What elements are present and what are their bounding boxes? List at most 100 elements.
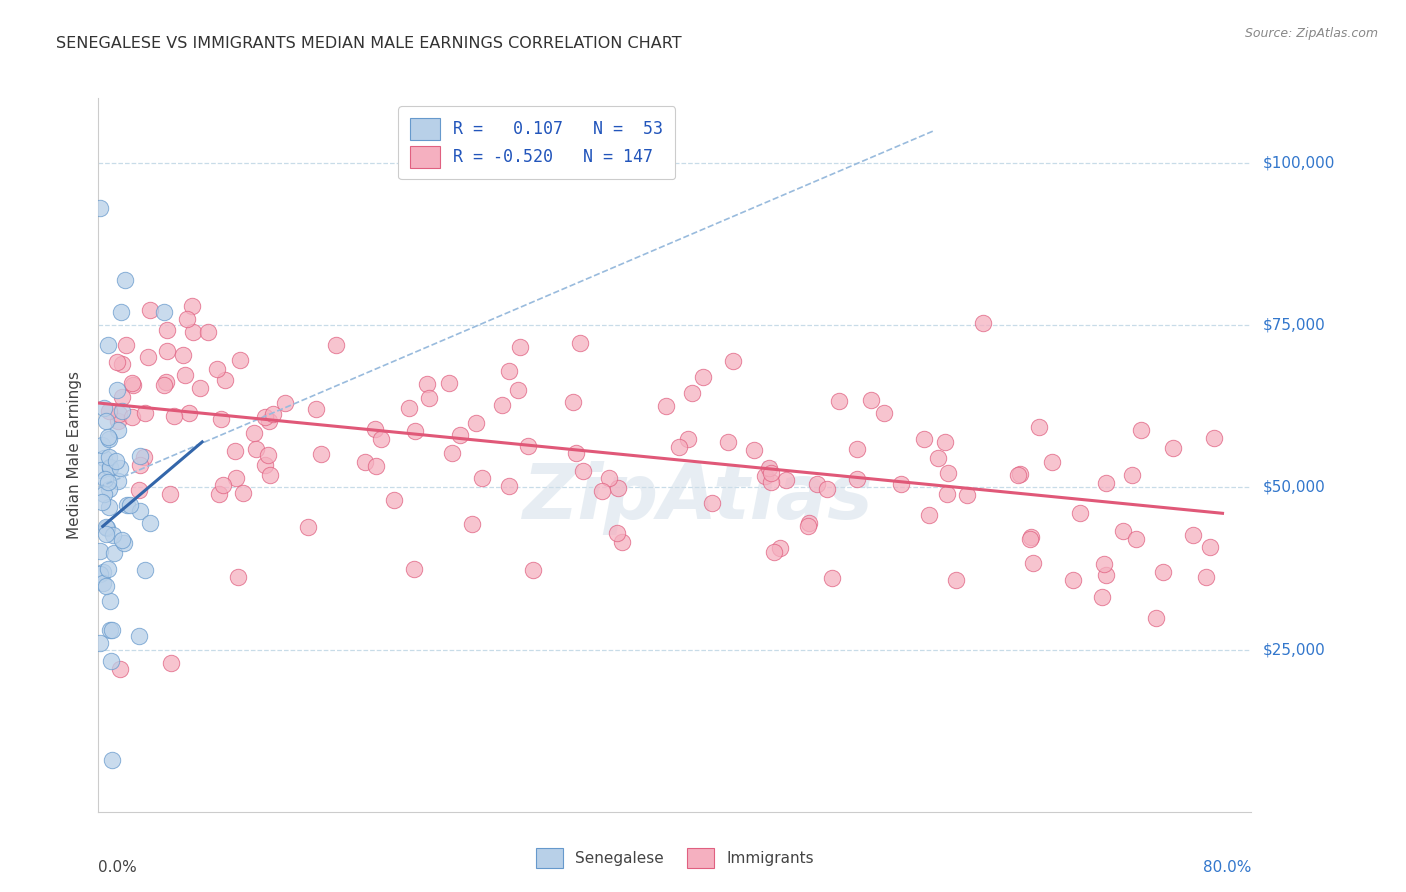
Point bbox=[179, 406, 201, 420]
Point bbox=[97, 500, 120, 514]
Point bbox=[1195, 570, 1218, 584]
Point bbox=[439, 376, 461, 390]
Point bbox=[110, 461, 132, 475]
Point bbox=[98, 461, 121, 475]
Point bbox=[97, 432, 120, 446]
Point bbox=[96, 579, 118, 593]
Point bbox=[797, 518, 820, 533]
Point bbox=[1018, 532, 1040, 546]
Point bbox=[370, 433, 392, 447]
Point bbox=[797, 516, 820, 531]
Point bbox=[761, 466, 783, 480]
Point bbox=[498, 363, 520, 377]
Point bbox=[821, 571, 844, 585]
Point bbox=[224, 443, 246, 458]
Point bbox=[97, 337, 120, 351]
Point bbox=[598, 471, 620, 485]
Point bbox=[100, 623, 122, 637]
Point bbox=[245, 442, 267, 457]
Point bbox=[416, 376, 439, 391]
Point bbox=[309, 447, 332, 461]
Point bbox=[1121, 468, 1143, 483]
Point bbox=[153, 378, 176, 392]
Point bbox=[174, 368, 197, 382]
Point bbox=[96, 521, 118, 535]
Point bbox=[972, 316, 994, 330]
Point bbox=[121, 376, 143, 391]
Point bbox=[257, 448, 280, 462]
Point bbox=[304, 402, 326, 417]
Point bbox=[655, 399, 678, 413]
Point bbox=[128, 628, 150, 642]
Point bbox=[912, 432, 935, 446]
Point bbox=[107, 474, 129, 488]
Point bbox=[1069, 506, 1091, 520]
Point bbox=[110, 305, 132, 319]
Point bbox=[568, 335, 591, 350]
Point bbox=[100, 594, 122, 608]
Point bbox=[676, 432, 699, 446]
Point bbox=[253, 458, 276, 473]
Point bbox=[404, 424, 426, 438]
Point bbox=[129, 503, 152, 517]
Point bbox=[97, 430, 120, 444]
Point bbox=[461, 516, 484, 531]
Point bbox=[509, 341, 531, 355]
Point bbox=[1152, 565, 1174, 579]
Point bbox=[364, 422, 387, 436]
Point bbox=[681, 385, 703, 400]
Legend: Senegalese, Immigrants: Senegalese, Immigrants bbox=[527, 840, 823, 875]
Point bbox=[100, 654, 122, 668]
Point bbox=[1091, 591, 1114, 605]
Y-axis label: Median Male Earnings: Median Male Earnings bbox=[67, 371, 83, 539]
Point bbox=[561, 395, 583, 409]
Point bbox=[96, 519, 118, 533]
Point bbox=[107, 414, 129, 428]
Text: $100,000: $100,000 bbox=[1263, 155, 1336, 170]
Point bbox=[209, 411, 232, 425]
Point bbox=[98, 460, 121, 475]
Point bbox=[845, 442, 868, 456]
Point bbox=[232, 486, 254, 500]
Point bbox=[163, 409, 186, 423]
Point bbox=[522, 563, 544, 577]
Point bbox=[101, 753, 124, 767]
Point bbox=[565, 446, 588, 460]
Point bbox=[464, 417, 486, 431]
Point bbox=[1095, 567, 1118, 582]
Point bbox=[253, 410, 276, 425]
Point bbox=[498, 479, 520, 493]
Point bbox=[859, 393, 882, 408]
Point bbox=[176, 312, 198, 326]
Point bbox=[101, 623, 124, 637]
Point bbox=[759, 475, 782, 489]
Text: Source: ZipAtlas.com: Source: ZipAtlas.com bbox=[1244, 27, 1378, 40]
Point bbox=[156, 323, 179, 337]
Point bbox=[1010, 467, 1032, 482]
Point bbox=[105, 383, 128, 397]
Point bbox=[226, 570, 249, 584]
Point bbox=[90, 495, 112, 509]
Point bbox=[214, 373, 236, 387]
Point bbox=[418, 391, 440, 405]
Point bbox=[205, 362, 228, 376]
Point bbox=[104, 454, 127, 468]
Point bbox=[134, 406, 156, 420]
Point bbox=[128, 483, 150, 498]
Point bbox=[134, 450, 156, 464]
Point bbox=[758, 461, 780, 475]
Point bbox=[91, 575, 114, 590]
Point bbox=[364, 459, 387, 474]
Point bbox=[828, 393, 851, 408]
Point bbox=[155, 344, 177, 359]
Point bbox=[136, 351, 159, 365]
Point bbox=[101, 528, 124, 542]
Point bbox=[1040, 455, 1063, 469]
Point bbox=[118, 498, 141, 512]
Point bbox=[121, 410, 143, 425]
Point bbox=[927, 450, 949, 465]
Point bbox=[398, 401, 420, 415]
Point bbox=[775, 473, 797, 487]
Point bbox=[103, 546, 125, 560]
Point bbox=[1125, 532, 1147, 546]
